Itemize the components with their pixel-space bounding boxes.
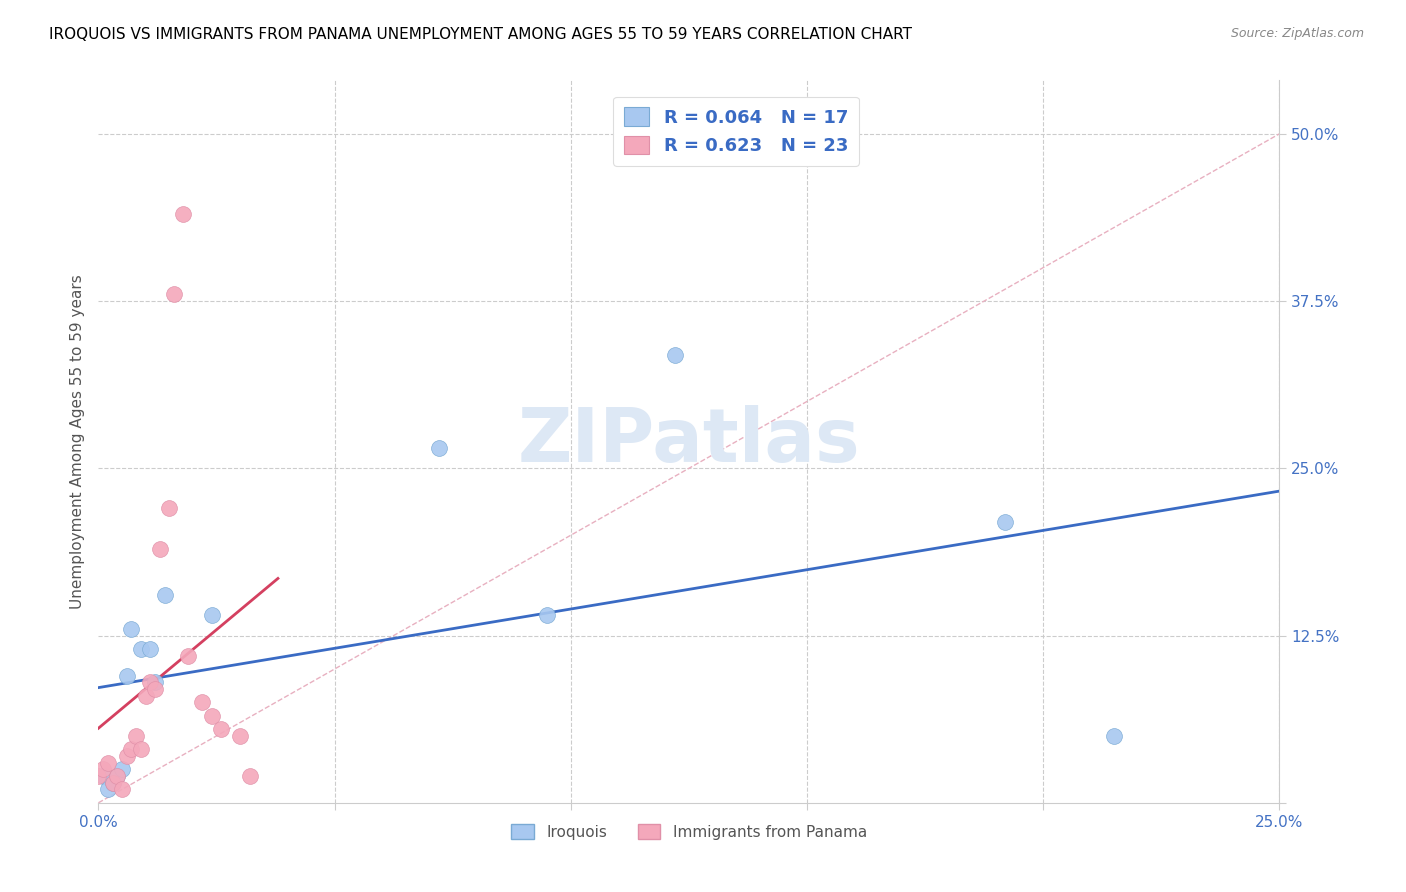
Point — [121, 742, 143, 756]
Point — [129, 642, 152, 657]
Text: Source: ZipAtlas.com: Source: ZipAtlas.com — [1230, 27, 1364, 40]
Point — [153, 589, 176, 603]
Point — [536, 608, 558, 623]
Point — [101, 776, 124, 790]
Point — [1102, 729, 1125, 743]
Point — [135, 689, 157, 703]
Point — [191, 696, 214, 710]
Point — [139, 642, 162, 657]
Point — [97, 782, 120, 797]
Point — [91, 762, 114, 776]
Point — [101, 776, 124, 790]
Point — [125, 729, 148, 743]
Point — [664, 348, 686, 362]
Point — [91, 769, 114, 783]
Text: ZIPatlas: ZIPatlas — [517, 405, 860, 478]
Point — [111, 782, 134, 797]
Point — [143, 681, 166, 696]
Point — [139, 675, 162, 690]
Point — [209, 723, 232, 737]
Point — [177, 648, 200, 663]
Point — [87, 769, 110, 783]
Point — [163, 287, 186, 301]
Point — [994, 515, 1017, 529]
Point — [149, 541, 172, 556]
Point — [97, 756, 120, 770]
Point — [115, 749, 138, 764]
Text: IROQUOIS VS IMMIGRANTS FROM PANAMA UNEMPLOYMENT AMONG AGES 55 TO 59 YEARS CORREL: IROQUOIS VS IMMIGRANTS FROM PANAMA UNEMP… — [49, 27, 912, 42]
Point — [157, 501, 180, 516]
Point — [239, 769, 262, 783]
Point — [201, 608, 224, 623]
Point — [115, 669, 138, 683]
Point — [172, 207, 194, 221]
Point — [111, 762, 134, 776]
Point — [105, 769, 128, 783]
Point — [129, 742, 152, 756]
Y-axis label: Unemployment Among Ages 55 to 59 years: Unemployment Among Ages 55 to 59 years — [69, 274, 84, 609]
Point — [105, 769, 128, 783]
Point — [427, 442, 450, 455]
Point — [143, 675, 166, 690]
Legend: Iroquois, Immigrants from Panama: Iroquois, Immigrants from Panama — [505, 818, 873, 846]
Point — [201, 708, 224, 723]
Point — [121, 622, 143, 636]
Point — [229, 729, 252, 743]
